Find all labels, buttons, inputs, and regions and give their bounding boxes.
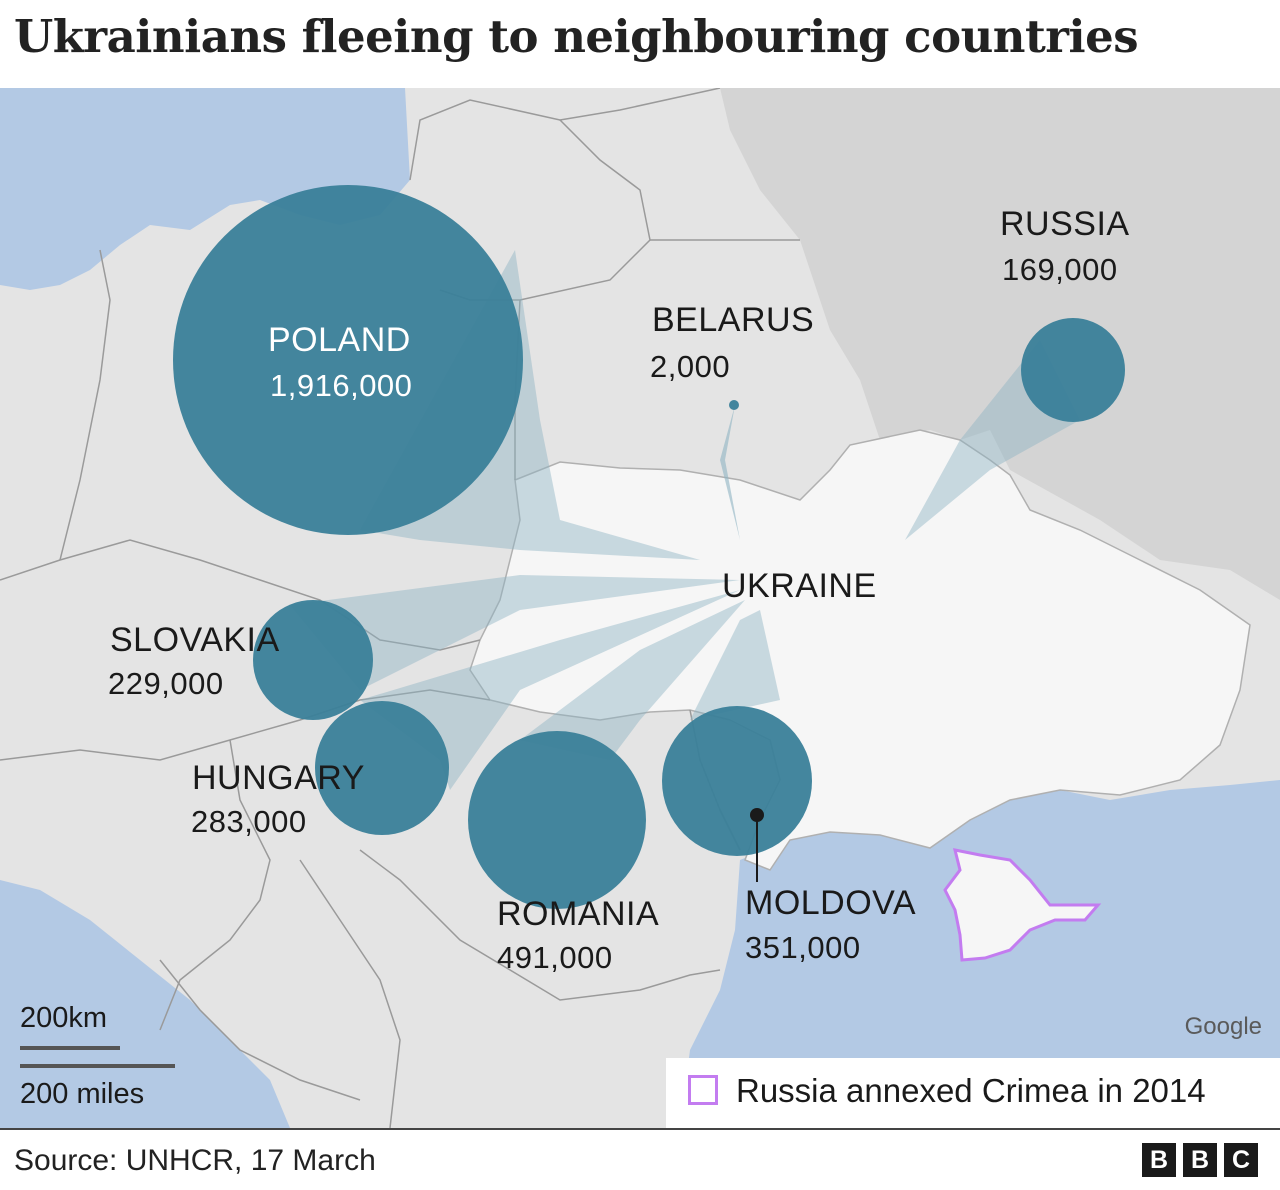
crimea-outline: [943, 848, 1102, 962]
scale-km-label: 200km: [20, 1002, 108, 1034]
bubble-belarus: [729, 400, 739, 410]
bubble-romania: [468, 731, 646, 909]
bbc-logo: B B C: [1142, 1143, 1258, 1177]
label-moldova-value: 351,000: [745, 930, 861, 965]
scale-miles-bar: [20, 1064, 175, 1068]
ukraine-land: [469, 429, 1251, 871]
bbc-logo-letter: B: [1183, 1143, 1217, 1177]
label-moldova-name: MOLDOVA: [745, 884, 917, 922]
bubble-poland: [173, 185, 523, 535]
label-belarus-name: BELARUS: [652, 301, 815, 339]
russia-land: [720, 88, 1280, 600]
label-slovakia-name: SLOVAKIA: [110, 621, 280, 659]
crimea-swatch-icon: [688, 1075, 718, 1105]
scale-km-bar: [20, 1046, 120, 1050]
scale-miles-label: 200 miles: [20, 1078, 145, 1110]
baltic-sea: [0, 88, 410, 290]
bubble-slovakia: [253, 600, 373, 720]
label-russia-name: RUSSIA: [1000, 205, 1130, 243]
refugee-bubbles: [173, 185, 1125, 909]
label-ukraine: UKRAINE: [722, 567, 877, 605]
label-poland-name: POLAND: [268, 321, 411, 359]
label-romania-name: ROMANIA: [497, 895, 660, 933]
flow-romania: [520, 600, 745, 760]
label-hungary-value: 283,000: [191, 804, 307, 839]
flow-hungary: [360, 590, 740, 790]
label-romania-value: 491,000: [497, 940, 613, 975]
bubble-hungary: [315, 701, 449, 835]
legend-crimea-text: Russia annexed Crimea in 2014: [736, 1072, 1206, 1109]
legend: Russia annexed Crimea in 2014: [666, 1058, 1280, 1128]
label-slovakia-value: 229,000: [108, 666, 224, 701]
moldova-pointer: [750, 808, 764, 882]
bubble-moldova: [662, 706, 812, 856]
map-credit: Google: [1184, 1013, 1262, 1040]
label-hungary-name: HUNGARY: [192, 759, 365, 797]
source-text: Source: UNHCR, 17 March: [14, 1144, 376, 1177]
bbc-logo-letter: C: [1224, 1143, 1258, 1177]
page-title: Ukrainians fleeing to neighbouring count…: [14, 10, 1139, 63]
label-russia-value: 169,000: [1002, 252, 1118, 287]
label-poland-value: 1,916,000: [270, 368, 413, 403]
map[interactable]: POLAND 1,916,000 RUSSIA 169,000 BELARUS …: [0, 88, 1280, 1128]
flow-belarus: [720, 405, 740, 540]
flow-moldova: [690, 610, 780, 720]
footer-divider: [0, 1128, 1280, 1130]
flow-slovakia: [290, 575, 740, 690]
label-belarus-value: 2,000: [650, 349, 731, 384]
bbc-logo-letter: B: [1142, 1143, 1176, 1177]
bubble-russia: [1021, 318, 1125, 422]
map-canvas: [0, 88, 1280, 1128]
